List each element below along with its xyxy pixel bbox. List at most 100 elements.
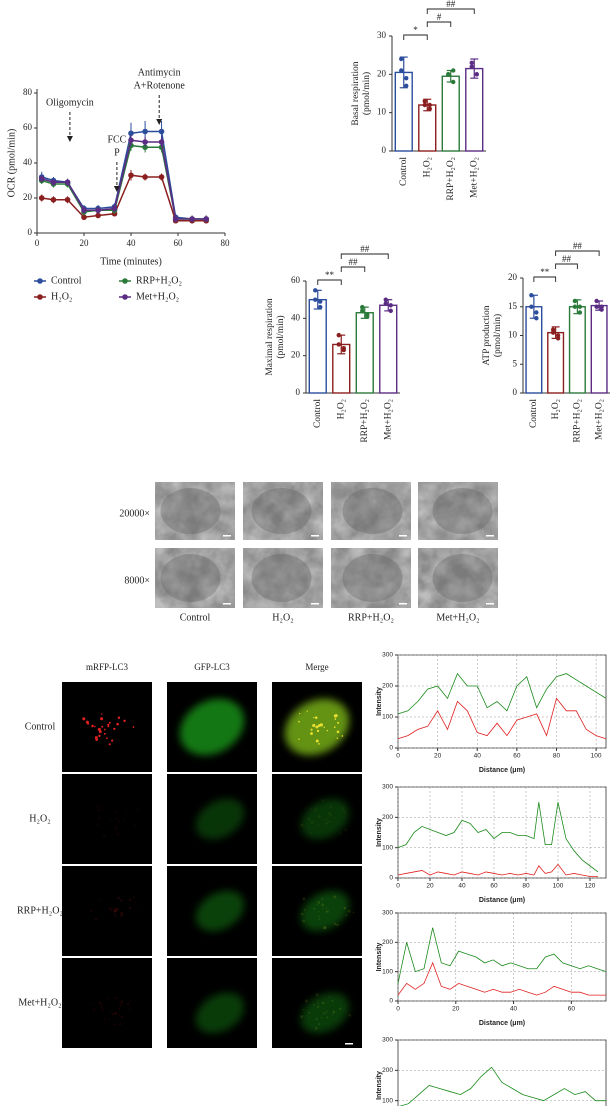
puncta: [97, 816, 101, 819]
data-point: [142, 139, 148, 145]
replicate-point: [469, 60, 474, 66]
micrograph-texture: [155, 482, 235, 540]
puncta: [339, 832, 342, 835]
puncta: [317, 1000, 319, 1002]
puncta: [111, 739, 114, 742]
replicate-point: [360, 304, 365, 310]
puncta: [333, 922, 337, 926]
replicate-point: [550, 330, 556, 335]
annotation: P: [114, 147, 120, 158]
micrograph-base: [62, 774, 152, 864]
x-tick-label: Control: [529, 399, 539, 428]
puncta: [329, 814, 332, 817]
x-tick-label: 80: [221, 238, 231, 248]
replicate-point: [388, 308, 393, 314]
puncta: [315, 993, 319, 997]
y-tick-label: 5: [513, 358, 518, 368]
puncta: [300, 1015, 304, 1019]
y-tick-label: 200: [382, 939, 393, 946]
y-axis-label: Intensity: [376, 943, 383, 972]
replicate-point: [318, 299, 323, 304]
puncta: [345, 914, 348, 916]
puncta: [136, 808, 139, 812]
puncta: [113, 1023, 116, 1026]
cell: [300, 798, 350, 840]
significance-bracket: [317, 279, 342, 285]
puncta: [317, 1002, 319, 1004]
replicate-point: [313, 297, 318, 302]
micrograph-base: [62, 958, 152, 1048]
line-chart: 0 100 200 300 0 20 40 60 Distance (μm) Intensity: [376, 910, 607, 1027]
puncta: [332, 1014, 334, 1016]
puncta: [332, 1010, 335, 1012]
x-tick-label: Met+H₂O₂: [469, 157, 479, 198]
significance-bracket: [340, 253, 389, 259]
series-line: [397, 863, 598, 877]
data-point: [64, 196, 71, 203]
puncta: [314, 1026, 318, 1030]
y-tick-label: 200: [382, 814, 393, 821]
puncta: [111, 1013, 115, 1016]
replicate-point: [572, 304, 578, 309]
cell: [251, 554, 312, 602]
x-tick-label: H₂O₂: [336, 399, 346, 419]
y-tick-label: 0: [389, 875, 393, 882]
puncta: [113, 826, 118, 830]
puncta: [120, 1000, 124, 1004]
column-label: mRFP-LC3: [86, 662, 129, 672]
replicate-point: [313, 288, 318, 293]
micrograph-texture: [243, 482, 323, 540]
bar-chart: 0 10 20 30 Control H₂O₂ RRP+H₂O₂ Met+H₂O₂ Basal …: [351, 0, 486, 201]
puncta: [310, 728, 313, 731]
puncta: [117, 896, 120, 900]
bar: [308, 298, 327, 394]
puncta: [92, 807, 95, 809]
replicate-point: [360, 308, 365, 314]
row-label: Met+H₂O₂: [18, 997, 61, 1008]
puncta: [105, 737, 108, 740]
replicate-point: [577, 310, 583, 315]
x-tick-label: 100: [553, 883, 564, 890]
puncta: [310, 807, 313, 810]
legend-label: Control: [51, 275, 82, 286]
replicate-point: [399, 68, 404, 73]
cell: [179, 698, 245, 756]
data-point: [95, 212, 101, 219]
puncta: [118, 908, 120, 910]
micrograph-texture: [418, 482, 498, 540]
puncta: [116, 722, 119, 726]
puncta: [334, 817, 336, 819]
series-line: [397, 961, 606, 996]
y-axis-label: Basal respiration: [351, 61, 361, 125]
puncta: [98, 734, 101, 738]
puncta: [300, 823, 303, 827]
cell: [195, 798, 245, 840]
puncta: [302, 897, 306, 901]
puncta: [316, 1005, 320, 1008]
micrograph-texture: [331, 482, 411, 540]
puncta: [111, 909, 114, 911]
puncta: [117, 820, 121, 824]
replicate-point: [577, 304, 583, 309]
micrograph-texture: [331, 548, 411, 608]
x-axis-label: Distance (μm): [479, 1020, 525, 1027]
series-line: [397, 927, 607, 984]
x-tick-label: 0: [396, 1006, 400, 1013]
line-chart: 0 100 200 300 0 20 40 60 80 100 Distance (μm) Inten…: [376, 652, 607, 774]
scale-bar: [486, 603, 494, 605]
cell: [300, 890, 350, 932]
scale-bar: [486, 535, 494, 537]
series-line: [41, 139, 207, 220]
puncta: [316, 903, 318, 906]
puncta: [347, 909, 351, 913]
puncta: [321, 799, 325, 803]
puncta: [336, 730, 340, 734]
y-tick-label: 100: [382, 714, 393, 721]
data-point: [50, 179, 57, 186]
puncta: [317, 815, 321, 819]
data-point: [142, 174, 148, 180]
y-tick-label: 10: [377, 107, 387, 117]
puncta: [308, 1011, 311, 1014]
